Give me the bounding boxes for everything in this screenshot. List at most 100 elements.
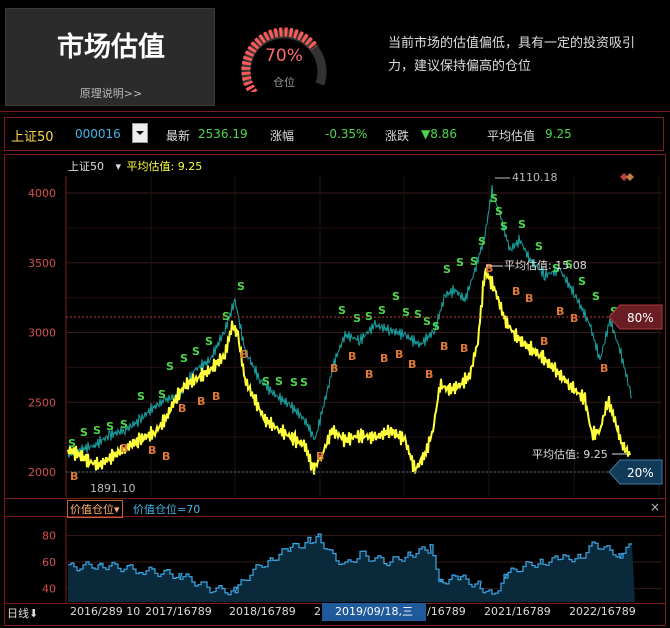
sell-marker: S <box>137 390 145 403</box>
sell-marker: S <box>192 345 200 358</box>
y-tick-label: 2500 <box>28 396 56 409</box>
sell-marker: S <box>592 290 600 303</box>
date-label: 2022/16789 <box>569 605 636 618</box>
date-label: /16789 <box>427 605 466 618</box>
sell-marker: S <box>552 262 560 275</box>
arrow-down-icon: ⬇ <box>29 607 39 620</box>
gauge-label: 仓位 <box>273 76 295 89</box>
sell-marker: S <box>470 255 478 268</box>
buy-marker: B <box>212 390 220 403</box>
buy-marker: B <box>162 450 170 463</box>
sell-marker: S <box>237 280 245 293</box>
index-code: 000016 <box>75 127 121 141</box>
buy-marker: B <box>365 368 373 381</box>
sell-marker: S <box>158 388 166 401</box>
sell-marker: S <box>290 376 298 389</box>
indicator-select[interactable]: 价值仓位▾ <box>67 500 123 518</box>
buy-marker: B <box>330 362 338 375</box>
chart-avg-valuation: 平均估值: 9.25 <box>126 160 203 173</box>
valuation-series <box>67 267 631 475</box>
high-label: 4110.18 <box>512 171 558 184</box>
buy-marker: B <box>316 450 324 463</box>
buy-marker: B <box>240 348 248 361</box>
diamond-icon[interactable] <box>620 173 634 181</box>
sell-marker: S <box>578 275 586 288</box>
sell-marker: S <box>180 352 188 365</box>
buy-marker: B <box>525 292 533 305</box>
index-select-button[interactable] <box>132 123 148 143</box>
sell-marker: S <box>68 437 76 450</box>
sell-marker: S <box>106 420 114 433</box>
date-cursor: 2019/09/18,三 <box>322 603 426 621</box>
latest-label: 最新 <box>166 129 191 143</box>
buy-marker: B <box>408 358 416 371</box>
change-value: ▼8.86 <box>421 127 457 141</box>
sub-y-tick-label: 40 <box>42 583 56 596</box>
grid <box>65 176 662 497</box>
index-name: 上证50 <box>11 130 54 145</box>
divider <box>0 111 670 112</box>
buy-marker: B <box>348 350 356 363</box>
close-icon[interactable]: × <box>650 500 661 514</box>
period-button[interactable]: 日线⬇ <box>7 605 38 621</box>
sell-marker: S <box>490 192 498 205</box>
sub-chart-bar <box>4 498 666 517</box>
avg-valuation-label: 平均估值 <box>487 129 536 143</box>
indicator-value: 价值仓位=70 <box>133 503 201 516</box>
title-panel: 市场估值 原理说明>> <box>5 8 215 106</box>
chart-title-row: 上证50 ▾ 平均估值: 9.25 <box>68 158 202 174</box>
date-label: 2021/16789 <box>484 605 551 618</box>
sell-marker: S <box>392 290 400 303</box>
sell-marker: S <box>205 335 213 348</box>
sell-marker: S <box>120 418 128 431</box>
sell-marker: S <box>275 375 283 388</box>
sell-marker: S <box>495 205 503 218</box>
position-gauge <box>241 27 327 92</box>
buy-marker: B <box>120 442 128 455</box>
change-pct-label: 涨幅 <box>270 129 295 143</box>
buy-marker: B <box>460 342 468 355</box>
date-label: 2017/16789 <box>145 605 212 618</box>
y-tick-label: 3000 <box>28 327 56 340</box>
avg-now-label: 平均估值: 9.25 <box>532 448 608 461</box>
price-series <box>67 184 633 459</box>
sell-marker: S <box>565 258 573 271</box>
position-chart[interactable]: 80 60 40 <box>0 517 670 603</box>
avg-valuation-value: 9.25 <box>545 127 572 141</box>
buy-marker: B <box>556 305 564 318</box>
sell-marker: S <box>500 220 508 233</box>
indicator-select-label: 价值仓位 <box>70 503 114 516</box>
position-series <box>68 533 632 596</box>
y-tick-label: 2000 <box>28 466 56 479</box>
chart-frame <box>4 154 666 626</box>
principle-link[interactable]: 原理说明>> <box>79 87 143 100</box>
sell-marker: S <box>432 320 440 333</box>
y-axis: 4000 3500 3000 2500 2000 <box>28 187 56 479</box>
chevron-down-icon <box>136 131 144 135</box>
gauge-percent: 70% <box>265 46 303 66</box>
sub-y-tick-label: 80 <box>42 529 56 542</box>
avg-high-label: 平均估值: 15.08 <box>504 259 587 272</box>
band-80-tag <box>608 304 663 330</box>
buy-marker: B <box>440 340 448 353</box>
buy-marker: B <box>197 395 205 408</box>
period-label: 日线 <box>7 607 29 620</box>
sell-marker: S <box>518 218 526 231</box>
sell-marker: S <box>93 424 101 437</box>
sell-marker: S <box>80 426 88 439</box>
position-area <box>68 534 635 602</box>
sell-marker: S <box>300 376 308 389</box>
latest-value: 2536.19 <box>198 127 248 141</box>
signal-markers: SSSSSSSSSSSSSSSSSSSSSSSSSSSSSSSSSSSSSSSS… <box>68 192 618 483</box>
sell-marker: S <box>414 308 422 321</box>
chart-index-name: 上证50 <box>68 160 104 173</box>
chevron-down-icon[interactable]: ▾ <box>115 160 122 173</box>
sell-marker: S <box>443 263 451 276</box>
sell-marker: S <box>353 312 361 325</box>
buy-marker: B <box>570 312 578 325</box>
advice-text: 当前市场的估值偏低，具有一定的投资吸引力，建议保持偏高的仓位 <box>388 36 636 74</box>
y-tick-label: 4000 <box>28 187 56 200</box>
band-80-label: 80% <box>627 311 654 325</box>
gauge-fill <box>241 27 319 92</box>
